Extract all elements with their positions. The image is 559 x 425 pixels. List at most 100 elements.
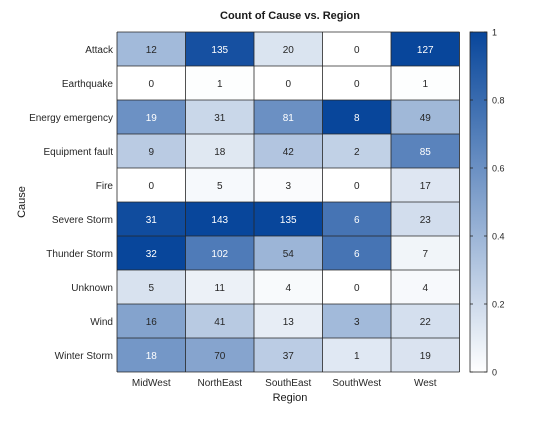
heatmap-cell xyxy=(185,270,254,304)
heatmap-cell xyxy=(391,100,460,134)
heatmap-grid xyxy=(116,31,460,373)
heatmap-cell xyxy=(254,202,323,236)
heatmap-cell xyxy=(254,100,323,134)
cell-value-label: 102 xyxy=(211,249,228,260)
colorbar-tick-label: 1 xyxy=(492,28,497,38)
heatmap-cell xyxy=(322,66,391,100)
heatmap-cell xyxy=(185,202,254,236)
heatmap-cell xyxy=(391,66,460,100)
heatmap-cell xyxy=(322,100,391,134)
cell-value-label: 19 xyxy=(146,113,158,124)
heatmap-cell xyxy=(391,338,460,372)
cell-value-label: 42 xyxy=(283,147,295,158)
heatmap-cell xyxy=(117,66,186,100)
heatmap-cell xyxy=(322,134,391,168)
cell-value-label: 18 xyxy=(146,351,158,362)
cell-value-label: 2 xyxy=(354,147,360,158)
x-tick-label: NorthEast xyxy=(198,378,243,389)
cell-value-label: 0 xyxy=(148,79,154,90)
heatmap-cell xyxy=(391,270,460,304)
colorbar-tick-label: 0.8 xyxy=(492,96,505,106)
heatmap-cell xyxy=(185,304,254,338)
cell-value-label: 5 xyxy=(148,283,154,294)
heatmap-cell xyxy=(117,32,186,66)
heatmap-cell xyxy=(322,236,391,270)
cell-value-label: 127 xyxy=(417,45,434,56)
cell-value-label: 135 xyxy=(280,215,297,226)
cell-value-label: 81 xyxy=(283,113,295,124)
heatmap-cell xyxy=(391,168,460,202)
cell-value-label: 49 xyxy=(420,113,432,124)
heatmap-cell xyxy=(391,304,460,338)
y-tick-labels: Attack Earthquake Energy emergency Equipmen… xyxy=(29,45,114,362)
y-tick-label: Severe Storm xyxy=(52,215,113,226)
x-axis-label: Region xyxy=(273,392,308,404)
y-tick-label: Attack xyxy=(85,45,114,56)
colorbar-tick-label: 0.4 xyxy=(492,232,505,242)
cell-value-label: 1 xyxy=(422,79,428,90)
colorbar-tick-label: 0 xyxy=(492,368,497,378)
cell-value-label: 31 xyxy=(214,113,226,124)
cell-value-label: 54 xyxy=(283,249,295,260)
cell-value-label: 37 xyxy=(283,351,295,362)
y-tick-label: Equipment fault xyxy=(44,147,114,158)
cell-value-label: 16 xyxy=(146,317,158,328)
heatmap-cell xyxy=(185,168,254,202)
heatmap-cell xyxy=(254,32,323,66)
x-tick-labels: MidWest NorthEast SouthEast SouthWest West xyxy=(132,378,437,389)
cell-value-label: 8 xyxy=(354,113,360,124)
heatmap-cell xyxy=(391,32,460,66)
colorbar-tick-label: 0.2 xyxy=(492,300,505,310)
cell-value-label: 5 xyxy=(217,181,223,192)
y-axis-label: Cause xyxy=(16,186,28,218)
cell-value-label: 0 xyxy=(354,283,360,294)
cell-value-label: 18 xyxy=(214,147,226,158)
heatmap-cell xyxy=(322,270,391,304)
cell-value-label: 22 xyxy=(420,317,432,328)
x-tick-label: MidWest xyxy=(132,378,171,389)
cell-value-label: 17 xyxy=(420,181,432,192)
y-tick-label: Wind xyxy=(90,317,113,328)
heatmap-cell xyxy=(117,236,186,270)
heatmap-cell xyxy=(185,236,254,270)
heatmap-cell xyxy=(117,202,186,236)
cell-value-label: 6 xyxy=(354,249,360,260)
heatmap-cell xyxy=(117,270,186,304)
cell-value-label: 0 xyxy=(354,79,360,90)
heatmap-cell xyxy=(117,134,186,168)
heatmap-cell xyxy=(185,338,254,372)
cell-value-label: 41 xyxy=(214,317,226,328)
cell-value-label: 4 xyxy=(285,283,291,294)
y-tick-label: Energy emergency xyxy=(29,113,113,124)
cell-value-label: 70 xyxy=(214,351,226,362)
heatmap-cell xyxy=(185,66,254,100)
cell-value-label: 0 xyxy=(285,79,291,90)
y-tick-label: Earthquake xyxy=(62,79,114,90)
heatmap-cell xyxy=(117,100,186,134)
cell-value-label: 0 xyxy=(148,181,154,192)
heatmap-cell xyxy=(254,338,323,372)
heatmap-cell xyxy=(117,338,186,372)
colorbar-tick-label: 0.6 xyxy=(492,164,505,174)
heatmap-cell xyxy=(322,338,391,372)
cell-value-label: 6 xyxy=(354,215,360,226)
heatmap-cell xyxy=(254,270,323,304)
heatmap-cell xyxy=(117,168,186,202)
x-tick-label: West xyxy=(414,378,437,389)
x-tick-label: SouthEast xyxy=(265,378,311,389)
heatmap-cell xyxy=(322,168,391,202)
heatmap-cell xyxy=(391,202,460,236)
colorbar-bar xyxy=(469,31,488,373)
heatmap-cell xyxy=(391,236,460,270)
cell-value-label: 3 xyxy=(285,181,291,192)
cell-value-label: 1 xyxy=(217,79,223,90)
heatmap-cell xyxy=(254,168,323,202)
y-tick-label: Unknown xyxy=(71,283,113,294)
heatmap-cell xyxy=(254,66,323,100)
cell-value-label: 13 xyxy=(283,317,295,328)
heatmap-cell xyxy=(322,304,391,338)
cell-value-label: 0 xyxy=(354,181,360,192)
heatmap-cell xyxy=(254,236,323,270)
